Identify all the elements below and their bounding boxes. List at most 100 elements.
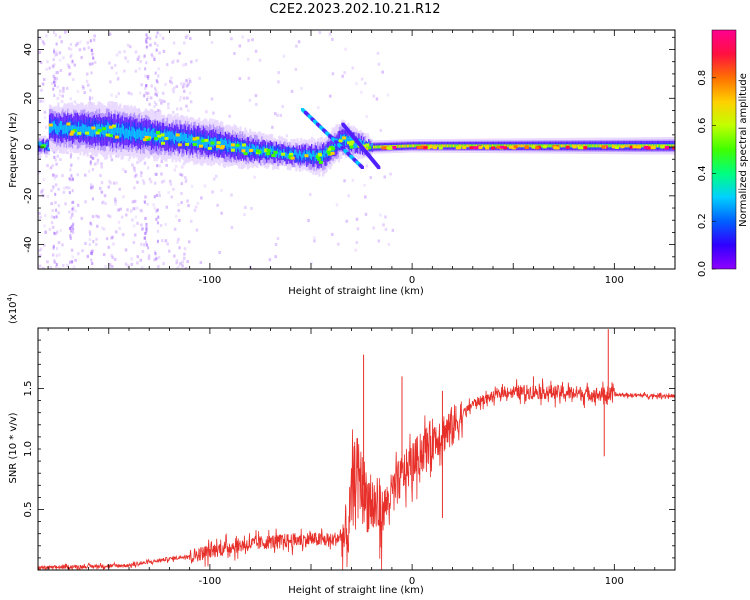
snr-multiplier: (x104) — [6, 293, 19, 324]
spectrogram-hotspot — [531, 145, 536, 149]
spectrogram-band-cell — [54, 123, 58, 133]
spectrogram-speckle — [190, 184, 194, 188]
spectrogram-hotspot — [318, 160, 323, 164]
spectrogram-hotspot — [643, 146, 648, 150]
spectrogram-band-core — [607, 144, 610, 148]
spectrogram-speckle — [156, 208, 159, 212]
spectrogram-speckle — [114, 202, 117, 206]
spectrogram-speckle — [174, 214, 178, 218]
spectrogram-hotspot — [615, 145, 620, 149]
spectrogram-speckle — [156, 91, 159, 95]
spectrogram-band-cell — [354, 142, 357, 149]
spectrogram-speckle — [146, 91, 150, 95]
spectrogram-band-core — [529, 144, 532, 148]
spectrogram-band-core — [432, 144, 435, 148]
spectrogram-speckle — [94, 162, 97, 166]
spectrogram-band-cell — [152, 128, 155, 138]
spectrogram-speckle — [42, 266, 45, 269]
spectrogram-band-core — [585, 144, 588, 148]
spectrogram-speckle — [50, 202, 53, 206]
spectrogram-speckle — [70, 53, 73, 57]
spectrogram-speckle — [182, 96, 186, 100]
spectrogram-speckle — [145, 222, 148, 226]
spectrogram-speckle — [138, 91, 142, 95]
spectrogram-speckle — [90, 258, 93, 262]
spectrogram-speckle — [215, 174, 218, 178]
spectrogram-speckle — [199, 261, 203, 265]
spectrogram-band-core — [641, 144, 644, 148]
spectrogram-speckle — [172, 187, 175, 191]
spectrogram-speckle — [294, 67, 298, 71]
spectrogram-speckle — [63, 150, 66, 154]
spectrogram-speckle — [375, 97, 379, 101]
spectrogram-speckle — [175, 84, 179, 88]
spectrogram-speckle — [124, 248, 128, 252]
spectrogram-speckle — [139, 208, 143, 212]
spectrogram-speckle — [39, 215, 42, 219]
spectrogram-band-cell — [148, 127, 151, 137]
spectrogram-band-core — [592, 144, 595, 148]
spectrogram-speckle — [90, 249, 93, 253]
spectrogram-speckle — [212, 177, 216, 181]
spectrogram-band-cell — [176, 133, 179, 142]
spectrogram-speckle — [253, 175, 256, 179]
spectrogram-speckle — [84, 173, 87, 177]
spectrogram-speckle — [69, 235, 72, 239]
spectrogram-speckle — [61, 94, 64, 98]
spectrogram-band-cell — [286, 153, 289, 160]
spectrogram-hotspot — [381, 146, 386, 150]
spectrogram-band-cell — [352, 137, 355, 144]
spectrogram-hotspot — [143, 138, 148, 142]
spectrogram-speckle — [58, 93, 62, 97]
colorbar-label: Normalized spectral amplitude — [738, 73, 749, 227]
spectrogram-speckle — [155, 93, 158, 97]
spectrogram-speckle — [147, 74, 150, 78]
spectrogram-speckle — [69, 155, 72, 159]
spectrogram-hotspot — [175, 133, 180, 137]
spectrogram-band-cell — [226, 140, 229, 149]
spectrogram-band-cell — [340, 134, 343, 142]
spectrogram-band-core — [488, 144, 491, 148]
spectrogram-hotspot — [580, 146, 585, 150]
spectrogram-band-cell — [323, 149, 326, 157]
spectrogram-band-core — [535, 144, 538, 148]
spectrogram-band-core — [417, 144, 420, 148]
spectrogram-hotspot — [164, 136, 169, 140]
spectrogram-band-cell — [230, 143, 234, 151]
spectrogram-band-cell — [306, 149, 309, 156]
snr-multiplier-base: (x10 — [8, 301, 19, 324]
spectrogram-speckle — [146, 36, 149, 40]
spectrogram-speckle — [71, 189, 74, 193]
spectrogram-band-core — [395, 144, 399, 148]
spectrogram-speckle — [133, 207, 137, 211]
spectrogram-band-cell — [261, 149, 264, 156]
spectrogram-speckle — [53, 260, 57, 264]
spectrogram-speckle — [182, 63, 185, 67]
spectrogram-speckle — [54, 80, 57, 84]
spectrogram-hotspot — [105, 133, 110, 137]
spectrogram-band-core — [378, 145, 382, 149]
spectrogram-speckle — [184, 180, 188, 184]
spectrogram-speckle — [379, 213, 382, 217]
spectrogram-speckle — [186, 34, 189, 38]
spectrogram-band-cell — [330, 147, 333, 155]
spectrogram-speckle — [126, 208, 129, 212]
spectrogram-speckle — [384, 215, 387, 219]
spectrogram-speckle — [68, 177, 71, 181]
spectrogram-speckle — [57, 241, 61, 245]
spectrogram-band-cell — [47, 146, 50, 151]
spectrogram-speckle — [132, 207, 135, 211]
spectrogram-band-cell — [78, 121, 81, 132]
spectrogram-speckle — [186, 260, 189, 264]
spectrogram-speckle — [171, 61, 174, 65]
spectrogram-band-cell — [38, 141, 41, 145]
spectrogram-speckle — [91, 167, 94, 171]
spectrogram-band-core — [374, 145, 377, 149]
spectrogram-hotspot — [346, 141, 351, 145]
spectrogram-band-cell — [286, 146, 289, 156]
spectrogram-band-cell — [206, 140, 209, 150]
spectrogram-speckle — [93, 34, 96, 38]
spectrogram-band-core — [519, 144, 522, 148]
spectrogram-speckle — [130, 262, 134, 266]
spectrogram-speckle — [300, 86, 303, 90]
